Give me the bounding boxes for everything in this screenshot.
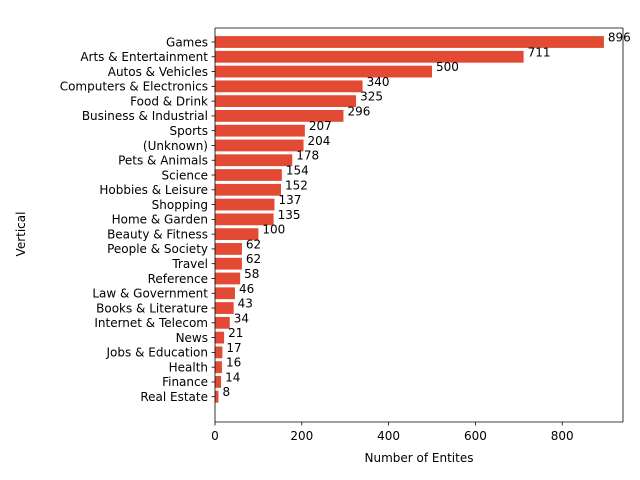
bar-reference xyxy=(215,272,241,285)
value-label-pets-animals: 178 xyxy=(296,149,319,163)
category-label-computers-electronics: Computers & Electronics xyxy=(60,80,208,94)
value-label-reference: 58 xyxy=(244,267,259,281)
category-label-books-literature: Books & Literature xyxy=(96,301,208,315)
category-label-science: Science xyxy=(161,168,208,182)
value-label-finance: 14 xyxy=(225,370,240,384)
bar-real-estate xyxy=(215,390,219,403)
x-axis-title: Number of Entites xyxy=(365,451,474,465)
x-tick-label: 400 xyxy=(377,429,400,443)
value-label-science: 154 xyxy=(286,164,309,178)
bar-games xyxy=(215,36,604,48)
value-label-arts-entertainment: 711 xyxy=(528,45,551,59)
bar-law-government xyxy=(215,287,235,300)
value-label-sports: 207 xyxy=(309,119,332,133)
bar-computers-electronics xyxy=(215,80,363,93)
category-label-autos-vehicles: Autos & Vehicles xyxy=(108,65,208,79)
value-labels: 8967115003403252962072041781541521371351… xyxy=(222,31,630,400)
bar-sports xyxy=(215,124,305,137)
value-label-autos-vehicles: 500 xyxy=(436,60,459,74)
category-label-jobs-education: Jobs & Education xyxy=(106,346,208,360)
category-label-health: Health xyxy=(169,360,208,374)
bar-books-literature xyxy=(215,302,234,314)
category-label-sports: Sports xyxy=(170,124,208,138)
x-tick-label: 800 xyxy=(551,429,574,443)
value-label-business-industrial: 296 xyxy=(347,104,370,118)
bar-business-industrial xyxy=(215,110,344,122)
axes-frame xyxy=(214,27,624,423)
category-label-internet-telecom: Internet & Telecom xyxy=(94,316,208,330)
bar-science xyxy=(215,169,282,181)
bar-jobs-education xyxy=(215,346,223,359)
x-tick-label: 200 xyxy=(290,429,313,443)
x-tick-label: 0 xyxy=(211,429,219,443)
category-label-beauty-fitness: Beauty & Fitness xyxy=(107,227,208,241)
bar-travel xyxy=(215,257,242,270)
bar-finance xyxy=(215,376,222,388)
value-label-shopping: 137 xyxy=(278,193,301,207)
bar-people-society xyxy=(215,243,242,255)
category-label-reference: Reference xyxy=(148,272,208,286)
value-label-internet-telecom: 34 xyxy=(234,311,249,325)
category-label-people-society: People & Society xyxy=(107,242,208,256)
bar-autos-vehicles xyxy=(215,65,433,78)
bar-arts-entertainment xyxy=(215,50,524,63)
value-label-news: 21 xyxy=(228,326,243,340)
value-label-food-drink: 325 xyxy=(360,90,383,104)
category-label-law-government: Law & Government xyxy=(92,287,208,301)
bar-hobbies-leisure xyxy=(215,183,281,196)
category-label-shopping: Shopping xyxy=(152,198,208,212)
value-label-people-society: 62 xyxy=(246,237,261,251)
category-label-home-garden: Home & Garden xyxy=(112,213,208,227)
bar-shopping xyxy=(215,198,275,211)
value-label-hobbies-leisure: 152 xyxy=(285,178,308,192)
category-label-finance: Finance xyxy=(162,375,208,389)
category-label-games: Games xyxy=(166,35,208,49)
value-label-games: 896 xyxy=(608,31,631,45)
category-label-business-industrial: Business & Industrial xyxy=(82,109,208,123)
bar-home-garden xyxy=(215,213,274,226)
value-label-beauty-fitness: 100 xyxy=(262,223,285,237)
category-label-travel: Travel xyxy=(171,257,208,271)
value-label-books-literature: 43 xyxy=(238,297,253,311)
category-label-news: News xyxy=(176,331,208,345)
bar-pets-animals xyxy=(215,154,293,167)
category-label-pets-animals: Pets & Animals xyxy=(118,154,208,168)
category-label-food-drink: Food & Drink xyxy=(130,94,208,108)
value-label-home-garden: 135 xyxy=(278,208,301,222)
category-label-real-estate: Real Estate xyxy=(140,390,208,404)
category-label-hobbies-leisure: Hobbies & Leisure xyxy=(99,183,208,197)
bar-food-drink xyxy=(215,95,357,108)
x-axis-ticks: 0 200 400 600 800 xyxy=(211,422,574,443)
value-label-computers-electronics: 340 xyxy=(367,75,390,89)
bar-unknown xyxy=(215,139,304,152)
value-label-law-government: 46 xyxy=(239,282,254,296)
bar-internet-telecom xyxy=(215,316,230,329)
category-label-unknown: (Unknown) xyxy=(143,139,208,153)
bar-news xyxy=(215,331,225,344)
value-label-travel: 62 xyxy=(246,252,261,266)
bar-beauty-fitness xyxy=(215,228,259,241)
bars-group xyxy=(215,36,604,403)
bar-health xyxy=(215,361,222,374)
value-label-health: 16 xyxy=(226,356,241,370)
value-label-unknown: 204 xyxy=(308,134,331,148)
value-label-jobs-education: 17 xyxy=(226,341,241,355)
category-label-arts-entertainment: Arts & Entertainment xyxy=(80,50,208,64)
x-tick-label: 600 xyxy=(464,429,487,443)
value-label-real-estate: 8 xyxy=(222,385,230,399)
y-axis-title: Vertical xyxy=(14,212,28,257)
